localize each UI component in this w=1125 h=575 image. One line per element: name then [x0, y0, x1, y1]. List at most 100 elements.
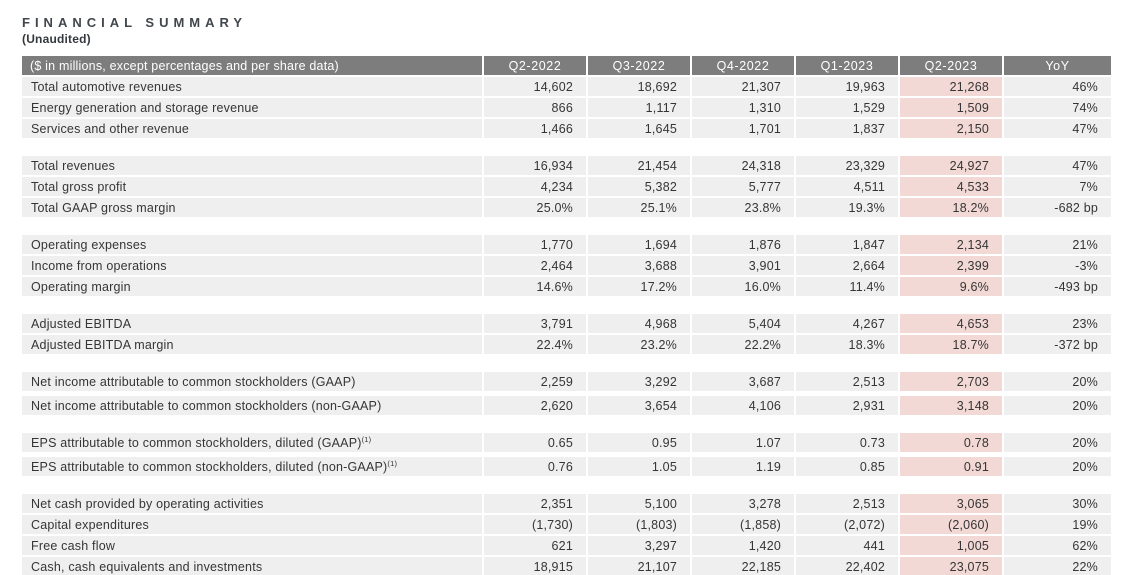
cell-q2-2023: 4,533: [900, 177, 1004, 196]
cell-q4-2022: 1,876: [692, 235, 796, 254]
cell-q3-2022: 3,654: [588, 393, 692, 415]
cell-q2-2022: 18,915: [484, 557, 588, 575]
group-spacer: [22, 417, 1111, 431]
group-spacer-cell: [22, 140, 1111, 154]
cell-q4-2022: 3,687: [692, 372, 796, 391]
cell-q2-2022: 866: [484, 98, 588, 117]
cell-yoy: 47%: [1004, 119, 1111, 138]
cell-q2-2022: 25.0%: [484, 198, 588, 217]
cell-q2-2023: 3,065: [900, 494, 1004, 513]
table-row: Operating expenses 1,770 1,694 1,876 1,847 2,…: [22, 235, 1111, 254]
cell-q3-2022: 5,382: [588, 177, 692, 196]
cell-q1-2023: 1,529: [796, 98, 900, 117]
table-row: Capital expenditures (1,730) (1,803) (1,858…: [22, 515, 1111, 534]
table-row: Cash, cash equivalents and investments 18…: [22, 557, 1111, 575]
row-label-text: Cash, cash equivalents and investments: [31, 559, 263, 574]
cell-yoy: 19%: [1004, 515, 1111, 534]
row-label: Total automotive revenues: [22, 77, 484, 96]
cell-yoy: 47%: [1004, 156, 1111, 175]
group-spacer-cell: [22, 417, 1111, 431]
row-label-text: Total revenues: [31, 158, 116, 173]
cell-q2-2022: 2,259: [484, 372, 588, 391]
cell-q1-2023: 2,664: [796, 256, 900, 275]
cell-q2-2022: 2,351: [484, 494, 588, 513]
cell-q2-2022: 16,934: [484, 156, 588, 175]
cell-q1-2023: 0.73: [796, 433, 900, 452]
row-label-text: Free cash flow: [31, 538, 116, 553]
cell-q4-2022: 1,420: [692, 536, 796, 555]
cell-q2-2023: 0.78: [900, 433, 1004, 452]
cell-yoy: 74%: [1004, 98, 1111, 117]
cell-yoy: -3%: [1004, 256, 1111, 275]
cell-q2-2023: 1,005: [900, 536, 1004, 555]
cell-yoy: 23%: [1004, 314, 1111, 333]
group-spacer: [22, 219, 1111, 233]
cell-q3-2022: (1,803): [588, 515, 692, 534]
table-row: Energy generation and storage revenue 866…: [22, 98, 1111, 117]
group-spacer-cell: [22, 219, 1111, 233]
cell-yoy: 20%: [1004, 433, 1111, 452]
row-label: Operating margin: [22, 277, 484, 296]
table-row: Adjusted EBITDA margin 22.4% 23.2% 22.2% 18.…: [22, 335, 1111, 354]
cell-q4-2022: 1,310: [692, 98, 796, 117]
cell-q2-2023: 1,509: [900, 98, 1004, 117]
cell-q4-2022: 1.07: [692, 433, 796, 452]
cell-q3-2022: 25.1%: [588, 198, 692, 217]
cell-yoy: 22%: [1004, 557, 1111, 575]
table-row: EPS attributable to common stockholders,…: [22, 433, 1111, 452]
cell-q2-2022: 2,464: [484, 256, 588, 275]
cell-yoy: 20%: [1004, 372, 1111, 391]
cell-q3-2022: 4,968: [588, 314, 692, 333]
cell-q2-2023: 24,927: [900, 156, 1004, 175]
group-spacer: [22, 298, 1111, 312]
row-label: Total gross profit: [22, 177, 484, 196]
cell-yoy: -493 bp: [1004, 277, 1111, 296]
row-label: Cash, cash equivalents and investments: [22, 557, 484, 575]
table-row: Total revenues 16,934 21,454 24,318 23,329 24…: [22, 156, 1111, 175]
page-title: FINANCIAL SUMMARY: [22, 15, 248, 30]
table-row: Free cash flow 621 3,297 1,420 441 1,005 62%: [22, 536, 1111, 555]
cell-q2-2022: 22.4%: [484, 335, 588, 354]
cell-q1-2023: 2,931: [796, 393, 900, 415]
cell-q4-2022: 22,185: [692, 557, 796, 575]
table-header-row: ($ in millions, except percentages and p…: [22, 56, 1111, 75]
row-label-text: Operating margin: [31, 279, 131, 294]
row-label: Free cash flow: [22, 536, 484, 555]
group-spacer-cell: [22, 356, 1111, 370]
cell-q3-2022: 18,692: [588, 77, 692, 96]
row-label-text: Total gross profit: [31, 179, 127, 194]
cell-q1-2023: 2,513: [796, 494, 900, 513]
cell-q2-2022: 1,770: [484, 235, 588, 254]
column-header-q2-2022: Q2-2022: [484, 56, 588, 75]
cell-q2-2022: (1,730): [484, 515, 588, 534]
row-label: Energy generation and storage revenue: [22, 98, 484, 117]
row-label: EPS attributable to common stockholders,…: [22, 433, 484, 452]
row-label-text: Capital expenditures: [31, 517, 149, 532]
table-row: Operating margin 14.6% 17.2% 16.0% 11.4% 9.6%…: [22, 277, 1111, 296]
row-label: Net cash provided by operating activitie…: [22, 494, 484, 513]
cell-q2-2023: 2,134: [900, 235, 1004, 254]
row-label-text: Income from operations: [31, 258, 167, 273]
row-label-text: Adjusted EBITDA: [31, 316, 132, 331]
cell-q1-2023: 4,267: [796, 314, 900, 333]
table-row: Adjusted EBITDA 3,791 4,968 5,404 4,267 4,653…: [22, 314, 1111, 333]
units-note: ($ in millions, except percentages and p…: [22, 56, 484, 75]
cell-q2-2022: 621: [484, 536, 588, 555]
cell-q1-2023: 11.4%: [796, 277, 900, 296]
row-label: EPS attributable to common stockholders,…: [22, 454, 484, 476]
cell-q1-2023: 19,963: [796, 77, 900, 96]
row-label: Total revenues: [22, 156, 484, 175]
row-label-text: Adjusted EBITDA margin: [31, 337, 174, 352]
table-row: Net income attributable to common stockh…: [22, 372, 1111, 391]
cell-q1-2023: 18.3%: [796, 335, 900, 354]
cell-q4-2022: 5,777: [692, 177, 796, 196]
table-row: Total gross profit 4,234 5,382 5,777 4,511 4,…: [22, 177, 1111, 196]
cell-yoy: 20%: [1004, 454, 1111, 476]
row-label: Adjusted EBITDA margin: [22, 335, 484, 354]
row-label-text: Net cash provided by operating activitie…: [31, 496, 264, 511]
cell-q4-2022: 4,106: [692, 393, 796, 415]
cell-yoy: 62%: [1004, 536, 1111, 555]
cell-q2-2022: 0.65: [484, 433, 588, 452]
cell-q1-2023: 0.85: [796, 454, 900, 476]
